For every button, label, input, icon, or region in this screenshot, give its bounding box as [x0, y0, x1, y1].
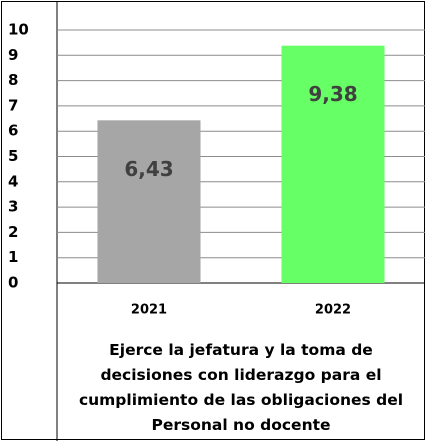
y-tick-label: 5 [8, 147, 18, 165]
y-tick-label: 8 [8, 71, 18, 89]
chart-title: Ejerce la jefatura y la toma de decision… [78, 341, 404, 434]
y-tick-label: 0 [8, 274, 18, 292]
value-label: 6,43 [124, 157, 173, 181]
y-tick-label: 6 [8, 122, 18, 140]
y-tick-label: 10 [8, 21, 29, 39]
value-label: 9,38 [308, 82, 357, 106]
bar [97, 120, 201, 283]
x-tick-label: 2022 [315, 303, 351, 318]
y-tick-label: 3 [8, 198, 18, 216]
y-tick-label: 9 [8, 46, 18, 64]
bar [281, 45, 385, 283]
x-tick-label: 2021 [131, 303, 167, 318]
y-tick-label: 1 [8, 248, 18, 266]
y-tick-label: 4 [8, 172, 18, 190]
y-tick-label: 7 [8, 96, 18, 114]
y-tick-label: 2 [8, 223, 18, 241]
